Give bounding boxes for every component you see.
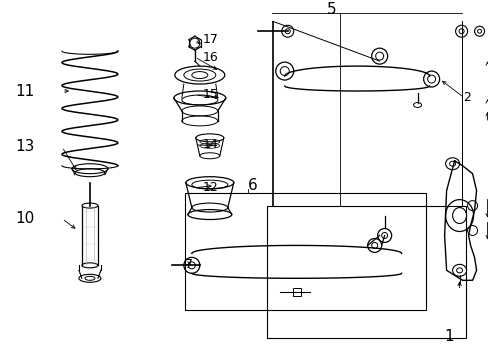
Text: 14: 14: [203, 138, 218, 151]
Text: 10: 10: [15, 211, 34, 226]
Text: 15: 15: [203, 89, 218, 102]
Text: 12: 12: [203, 181, 218, 194]
Text: 2: 2: [463, 91, 470, 104]
Text: 1: 1: [444, 329, 453, 343]
Text: 11: 11: [15, 84, 34, 99]
Text: 13: 13: [15, 139, 34, 154]
Text: 7: 7: [184, 258, 192, 271]
Bar: [266, 206, 465, 338]
Text: 6: 6: [247, 178, 257, 193]
Text: 5: 5: [326, 2, 336, 17]
Bar: [292, 288, 300, 296]
Text: 17: 17: [203, 33, 218, 46]
Bar: [184, 193, 425, 310]
Text: 16: 16: [203, 51, 218, 64]
